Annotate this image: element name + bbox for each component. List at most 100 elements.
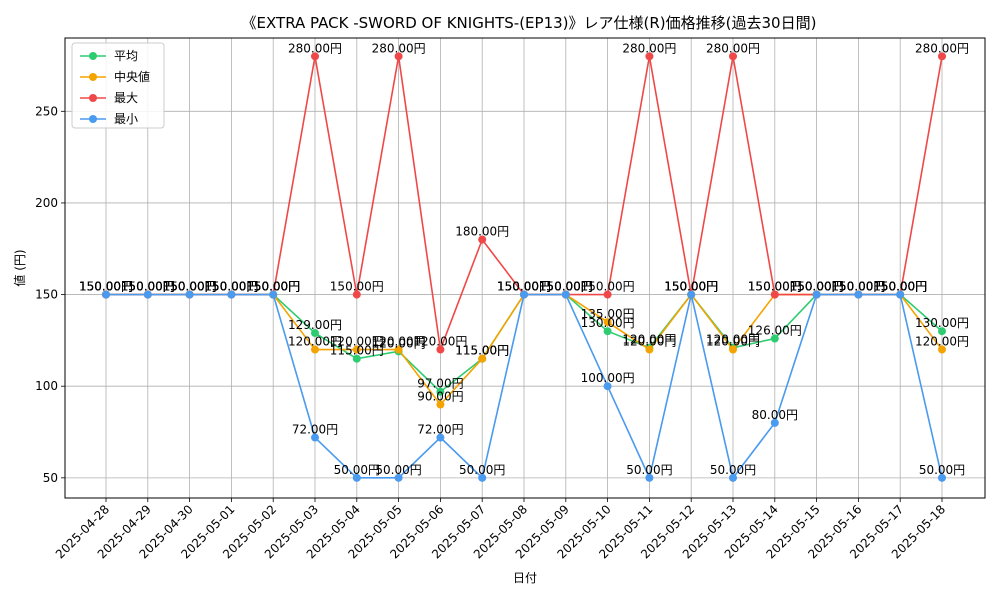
data-point bbox=[603, 318, 612, 327]
data-label: 150.00円 bbox=[163, 280, 217, 294]
data-label: 150.00円 bbox=[873, 280, 927, 294]
data-label: 150.00円 bbox=[539, 280, 593, 294]
data-point bbox=[102, 290, 110, 299]
data-label: 97.00円 bbox=[417, 377, 463, 391]
data-label: 150.00円 bbox=[790, 280, 844, 294]
data-label: 150.00円 bbox=[790, 280, 844, 294]
data-labels: 150.00円150.00円150.00円150.00円150.00円129.0… bbox=[79, 41, 969, 477]
data-point bbox=[938, 327, 946, 336]
data-label: 50.00円 bbox=[459, 463, 505, 477]
legend-item: 平均 bbox=[80, 49, 138, 63]
data-label: 120.00円 bbox=[622, 335, 676, 349]
data-point bbox=[770, 334, 779, 343]
data-label: 135.00円 bbox=[581, 307, 635, 321]
data-label: 150.00円 bbox=[163, 280, 217, 294]
data-point bbox=[687, 290, 696, 299]
data-label: 100.00円 bbox=[581, 371, 635, 385]
data-point bbox=[645, 473, 654, 482]
data-label: 129.00円 bbox=[288, 318, 342, 332]
data-point bbox=[854, 290, 863, 299]
data-label: 150.00円 bbox=[831, 280, 885, 294]
data-label: 180.00円 bbox=[455, 225, 509, 239]
data-label: 80.00円 bbox=[752, 408, 798, 422]
data-label: 50.00円 bbox=[375, 463, 421, 477]
y-tick-label: 200 bbox=[35, 196, 58, 210]
data-point bbox=[436, 400, 445, 409]
data-label: 150.00円 bbox=[121, 280, 175, 294]
data-point bbox=[143, 290, 152, 299]
data-point bbox=[269, 290, 278, 299]
data-label: 150.00円 bbox=[497, 280, 551, 294]
legend-box bbox=[71, 42, 165, 129]
legend-item: 最小 bbox=[80, 112, 138, 126]
data-label: 150.00円 bbox=[831, 280, 885, 294]
y-tick-label: 50 bbox=[43, 471, 58, 485]
data-point bbox=[478, 473, 487, 482]
data-point bbox=[311, 345, 319, 354]
data-point bbox=[311, 329, 319, 338]
data-point bbox=[603, 382, 612, 391]
data-label: 150.00円 bbox=[539, 280, 593, 294]
data-label: 150.00円 bbox=[831, 280, 885, 294]
data-label: 150.00円 bbox=[246, 280, 300, 294]
data-label: 115.00円 bbox=[455, 344, 509, 358]
data-label: 150.00円 bbox=[163, 280, 217, 294]
data-label: 50.00円 bbox=[919, 463, 965, 477]
data-label: 150.00円 bbox=[79, 280, 133, 294]
data-label: 150.00円 bbox=[664, 280, 718, 294]
data-label: 90.00円 bbox=[417, 390, 463, 404]
data-point bbox=[352, 345, 361, 354]
data-label: 120.00円 bbox=[706, 335, 760, 349]
legend-label: 最小 bbox=[114, 112, 138, 126]
plot-area bbox=[64, 37, 986, 499]
data-label: 150.00円 bbox=[246, 280, 300, 294]
x-axis-title: 日付 bbox=[513, 571, 537, 585]
data-label: 120.00円 bbox=[706, 333, 760, 347]
y-axis-title: 値 (円) bbox=[12, 249, 27, 286]
data-point bbox=[394, 345, 403, 354]
data-label: 130.00円 bbox=[915, 316, 969, 330]
data-label: 150.00円 bbox=[204, 280, 258, 294]
legend-label: 最大 bbox=[114, 91, 138, 105]
data-label: 120.00円 bbox=[330, 335, 384, 349]
data-point bbox=[729, 52, 737, 61]
data-label: 150.00円 bbox=[664, 280, 718, 294]
legend-label: 平均 bbox=[114, 49, 138, 63]
data-point bbox=[561, 290, 570, 299]
data-point bbox=[938, 473, 946, 482]
legend-marker bbox=[89, 73, 97, 81]
data-label: 120.00円 bbox=[372, 336, 426, 350]
data-point bbox=[603, 327, 612, 336]
data-label: 150.00円 bbox=[204, 280, 258, 294]
data-point bbox=[436, 433, 445, 442]
data-label: 150.00円 bbox=[497, 280, 551, 294]
data-point bbox=[352, 290, 361, 299]
series-group bbox=[102, 52, 946, 482]
data-label: 150.00円 bbox=[748, 280, 802, 294]
data-label: 126.00円 bbox=[748, 324, 802, 338]
legend-marker bbox=[89, 94, 97, 102]
data-label: 150.00円 bbox=[873, 280, 927, 294]
y-tick-label: 150 bbox=[35, 288, 58, 302]
data-point bbox=[478, 354, 487, 363]
data-label: 150.00円 bbox=[121, 280, 175, 294]
data-label: 150.00円 bbox=[664, 280, 718, 294]
data-label: 150.00円 bbox=[121, 280, 175, 294]
data-label: 150.00円 bbox=[246, 280, 300, 294]
data-label: 150.00円 bbox=[581, 280, 635, 294]
data-point bbox=[938, 345, 946, 354]
data-point bbox=[896, 290, 905, 299]
data-label: 150.00円 bbox=[204, 280, 258, 294]
legend-marker bbox=[89, 52, 97, 60]
data-label: 150.00円 bbox=[664, 280, 718, 294]
data-point bbox=[311, 52, 319, 61]
data-label: 50.00円 bbox=[626, 463, 672, 477]
data-label: 50.00円 bbox=[334, 463, 380, 477]
data-label: 120.00円 bbox=[372, 335, 426, 349]
data-label: 150.00円 bbox=[497, 280, 551, 294]
data-label: 120.00円 bbox=[413, 335, 467, 349]
data-label: 150.00円 bbox=[330, 280, 384, 294]
legend-marker bbox=[89, 115, 97, 123]
data-label: 150.00円 bbox=[873, 280, 927, 294]
